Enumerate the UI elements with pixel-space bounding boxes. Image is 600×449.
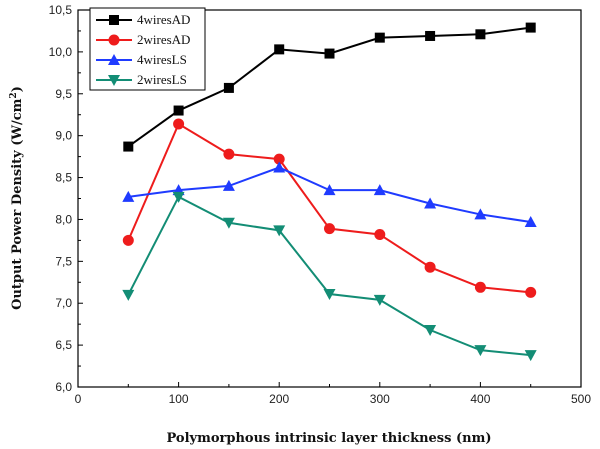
data-point bbox=[374, 229, 386, 241]
data-point bbox=[173, 105, 184, 116]
data-point bbox=[273, 161, 286, 173]
data-point bbox=[323, 184, 336, 196]
y-tick-label: 10,0 bbox=[49, 45, 73, 59]
legend-label: 4wiresLS bbox=[137, 52, 187, 67]
data-point bbox=[223, 82, 234, 93]
data-point bbox=[122, 190, 135, 202]
data-point bbox=[524, 350, 537, 362]
data-point bbox=[474, 345, 487, 357]
data-point bbox=[122, 234, 134, 246]
y-tick-label: 7,5 bbox=[55, 254, 72, 268]
y-axis-label-text: Output Power Density (W/cm bbox=[10, 98, 25, 310]
series-line bbox=[127, 195, 531, 357]
data-point bbox=[424, 197, 437, 209]
data-point bbox=[222, 179, 235, 191]
series-4wiresLS bbox=[122, 161, 537, 227]
y-tick-label: 6,5 bbox=[55, 338, 72, 352]
data-point bbox=[474, 281, 486, 293]
x-tick-label: 500 bbox=[571, 392, 591, 406]
data-point bbox=[324, 223, 335, 235]
x-tick-label: 0 bbox=[75, 392, 82, 406]
legend-marker bbox=[109, 15, 119, 25]
y-axis-label-superscript: 2 bbox=[9, 92, 19, 98]
data-point bbox=[222, 217, 235, 229]
data-point bbox=[273, 225, 286, 237]
legend-marker bbox=[108, 75, 120, 86]
legend-label: 2wiresAD bbox=[137, 32, 190, 47]
x-tick-label: 200 bbox=[269, 392, 289, 406]
y-tick-label: 6,0 bbox=[55, 380, 72, 394]
y-tick-label: 10,5 bbox=[49, 3, 73, 17]
data-point bbox=[223, 148, 235, 160]
data-point bbox=[173, 118, 185, 130]
x-tick-label: 400 bbox=[470, 392, 490, 406]
data-point bbox=[172, 191, 185, 203]
data-point bbox=[323, 289, 336, 301]
legend-marker bbox=[108, 34, 120, 46]
y-tick-label: 8,0 bbox=[55, 212, 72, 226]
series-2wiresAD bbox=[122, 118, 537, 298]
data-point bbox=[373, 294, 386, 306]
data-point bbox=[424, 261, 436, 273]
data-point bbox=[425, 30, 436, 41]
series-2wiresLS bbox=[122, 191, 537, 362]
y-axis-label: Output Power Density (W/cm2) bbox=[9, 86, 25, 310]
x-axis-label: Polymorphous intrinsic layer thickness (… bbox=[167, 431, 492, 446]
legend-label: 4wiresAD bbox=[137, 12, 190, 27]
data-point bbox=[525, 286, 537, 298]
legend-marker bbox=[108, 54, 120, 65]
y-tick-label: 8,5 bbox=[55, 171, 72, 185]
data-point bbox=[374, 32, 385, 43]
y-tick-label: 9,5 bbox=[55, 87, 72, 101]
x-tick-label: 300 bbox=[370, 392, 390, 406]
x-tick-label: 100 bbox=[169, 392, 189, 406]
legend: 4wiresAD 2wiresAD 4wiresLS 2wiresLS bbox=[89, 7, 206, 91]
data-point bbox=[274, 44, 285, 55]
series-layer bbox=[122, 22, 537, 362]
data-point bbox=[475, 29, 486, 40]
y-axis-label-close: ) bbox=[10, 86, 25, 92]
axes: 0 100 200 300 400 500 6,0 6,5 7,0 7,5 8,0 8,5 9,0 9,5… bbox=[49, 3, 592, 406]
data-point bbox=[424, 325, 437, 337]
series-4wiresAD bbox=[123, 22, 536, 152]
data-point bbox=[123, 141, 134, 152]
data-point bbox=[525, 22, 536, 33]
data-point bbox=[122, 289, 135, 301]
data-point bbox=[273, 153, 285, 165]
y-tick-label: 7,0 bbox=[55, 296, 72, 310]
y-tick-label: 9,0 bbox=[55, 129, 72, 143]
legend-label: 2wiresLS bbox=[137, 72, 187, 87]
data-point bbox=[524, 215, 537, 227]
data-point bbox=[373, 184, 386, 196]
data-point bbox=[474, 208, 487, 220]
series-line bbox=[127, 122, 531, 294]
data-point bbox=[324, 48, 335, 59]
